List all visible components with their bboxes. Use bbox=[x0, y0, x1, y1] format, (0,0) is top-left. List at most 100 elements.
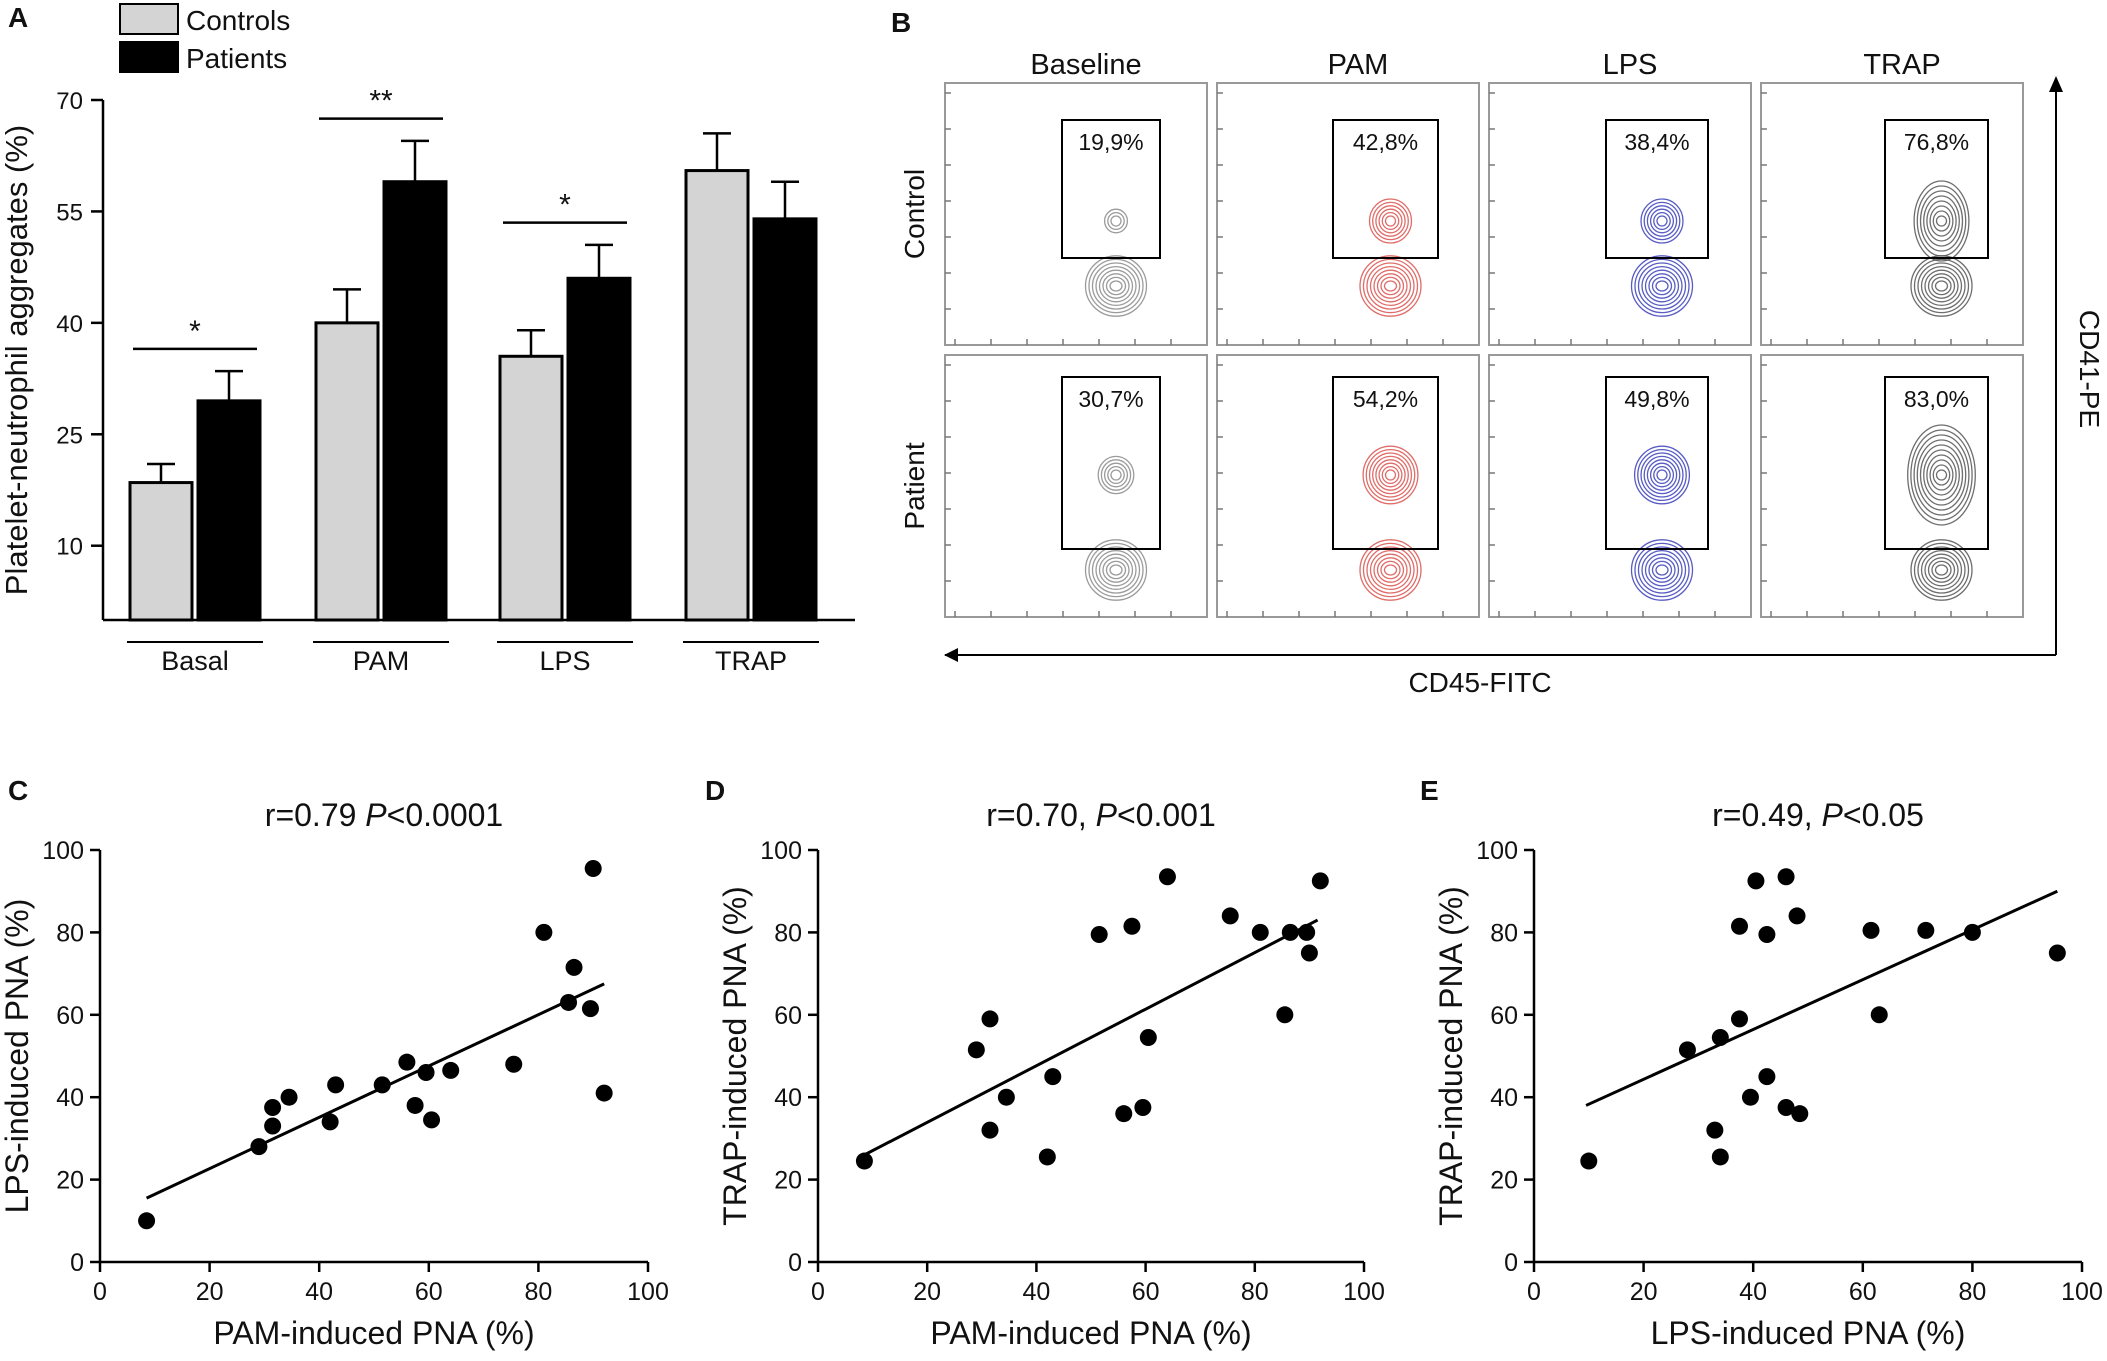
a-category-label: TRAP bbox=[715, 646, 787, 676]
a-legend-label: Controls bbox=[186, 5, 290, 36]
scatter-stat-title: r=0.49, P<0.05 bbox=[1712, 797, 1924, 833]
b-contour-line bbox=[1634, 258, 1690, 314]
b-contour-line bbox=[1637, 546, 1687, 594]
scatter-x-tick-label: 0 bbox=[93, 1278, 107, 1306]
scatter-y-tick-label: 40 bbox=[1490, 1084, 1518, 1112]
b-contour-line bbox=[1641, 549, 1683, 591]
scatter-point bbox=[1090, 925, 1108, 943]
scatter-point bbox=[423, 1111, 441, 1129]
b-plot-frame bbox=[1488, 82, 1752, 346]
b-contour-line bbox=[1376, 557, 1405, 583]
scatter-y-tick-label: 0 bbox=[70, 1249, 84, 1277]
b-contour-line bbox=[1640, 452, 1684, 498]
scatter-point bbox=[967, 1041, 985, 1059]
scatter-point bbox=[1741, 1088, 1759, 1106]
panel-label-d: D bbox=[705, 775, 725, 806]
b-contour-line bbox=[1919, 190, 1964, 252]
b-contour-line bbox=[1907, 424, 1976, 526]
scatter-point bbox=[981, 1121, 999, 1139]
panel-label-b: B bbox=[891, 7, 911, 38]
scatter-point bbox=[1963, 923, 1981, 941]
a-y-tick-label: 25 bbox=[56, 422, 83, 449]
b-contour-line bbox=[1656, 469, 1668, 481]
scatter-point bbox=[855, 1152, 873, 1170]
b-contour-line bbox=[1656, 215, 1668, 227]
scatter-x-tick-label: 60 bbox=[415, 1278, 443, 1306]
b-plot-frame bbox=[944, 82, 1208, 346]
scatter-x-tick-label: 20 bbox=[1630, 1278, 1658, 1306]
b-contour-line bbox=[1376, 273, 1405, 299]
b-contour-line bbox=[1643, 201, 1681, 241]
panel-label-e: E bbox=[1420, 775, 1439, 806]
scatter-x-tick-label: 40 bbox=[1739, 1278, 1767, 1306]
b-contour-line bbox=[1640, 198, 1684, 244]
scatter-point bbox=[1251, 923, 1269, 941]
b-column-label: PAM bbox=[1328, 49, 1389, 81]
b-contour-line bbox=[1381, 211, 1400, 231]
scatter-point bbox=[1300, 944, 1318, 962]
stat-p-value: <0.0001 bbox=[387, 797, 504, 833]
b-contour-line bbox=[1651, 276, 1673, 296]
b-contour-line bbox=[1362, 258, 1419, 314]
b-contour-line bbox=[1383, 280, 1398, 292]
b-contour-line bbox=[1378, 462, 1403, 488]
scatter-x-axis-label: PAM-induced PNA (%) bbox=[930, 1315, 1251, 1351]
scatter-point bbox=[373, 1076, 391, 1094]
a-y-axis-label: Platelet-neutrophil aggregates (%) bbox=[0, 125, 34, 595]
a-bar-controls bbox=[684, 169, 750, 622]
b-gate-percentage: 49,8% bbox=[1624, 386, 1689, 412]
b-contour-line bbox=[1098, 269, 1134, 303]
scatter-point bbox=[1580, 1152, 1598, 1170]
b-contour-line bbox=[1633, 445, 1691, 505]
b-contour-line bbox=[1368, 452, 1413, 498]
b-contour-line bbox=[1359, 255, 1422, 317]
a-category-label: Basal bbox=[161, 646, 229, 676]
b-gate-percentage: 38,4% bbox=[1624, 129, 1689, 155]
b-contour-line bbox=[1630, 255, 1694, 317]
scatter-point bbox=[1870, 1006, 1888, 1024]
stat-r-value: r=0.70, bbox=[986, 797, 1095, 833]
b-contour-line bbox=[1097, 455, 1135, 495]
scatter-point bbox=[1788, 907, 1806, 925]
b-gate bbox=[1061, 119, 1161, 259]
b-contour-line bbox=[1923, 195, 1960, 247]
scatter-x-tick-label: 40 bbox=[1022, 1278, 1050, 1306]
scatter-point bbox=[1044, 1068, 1062, 1086]
b-contour-line bbox=[1630, 539, 1694, 601]
b-gate-percentage: 54,2% bbox=[1353, 386, 1418, 412]
scatter-x-tick-label: 100 bbox=[627, 1278, 669, 1306]
scatter-point bbox=[1777, 868, 1795, 886]
scatter-point bbox=[1158, 868, 1176, 886]
scatter-point bbox=[250, 1138, 268, 1156]
scatter-point bbox=[442, 1061, 460, 1079]
scatter-x-axis-label: LPS-induced PNA (%) bbox=[1651, 1315, 1966, 1351]
scatter-point bbox=[1711, 1028, 1729, 1046]
scatter-x-tick-label: 60 bbox=[1849, 1278, 1877, 1306]
a-category-label: PAM bbox=[353, 646, 410, 676]
scatter-x-tick-label: 0 bbox=[1527, 1278, 1541, 1306]
scatter-point bbox=[1747, 872, 1765, 890]
scatter-point bbox=[2048, 944, 2066, 962]
b-gate-percentage: 76,8% bbox=[1904, 129, 1969, 155]
panel-e-scatter: 0 20 40 60 80 100 0 20 40 60 80 100 r=0.49, P<0.05 LP… bbox=[1433, 797, 2103, 1351]
b-gate bbox=[1884, 376, 1989, 550]
b-contour-line bbox=[1649, 462, 1675, 488]
b-contour-line bbox=[1362, 445, 1419, 505]
scatter-y-tick-label: 80 bbox=[56, 919, 84, 947]
a-bar-controls bbox=[128, 481, 194, 622]
b-gate-percentage: 83,0% bbox=[1904, 386, 1969, 412]
scatter-point bbox=[327, 1076, 345, 1094]
b-contour-line bbox=[1924, 553, 1959, 587]
scatter-x-tick-label: 80 bbox=[1241, 1278, 1269, 1306]
b-contour-line bbox=[1644, 553, 1680, 587]
b-contour-line bbox=[1913, 542, 1970, 598]
b-contour-line bbox=[1375, 205, 1406, 237]
scatter-point bbox=[1731, 1010, 1748, 1028]
scatter-x-tick-label: 0 bbox=[811, 1278, 825, 1306]
scatter-point bbox=[1115, 1105, 1133, 1123]
scatter-point bbox=[560, 993, 578, 1011]
scatter-x-tick-label: 80 bbox=[1958, 1278, 1986, 1306]
scatter-x-tick-label: 40 bbox=[305, 1278, 333, 1306]
scatter-point bbox=[535, 923, 553, 941]
b-contour-line bbox=[1934, 564, 1949, 576]
